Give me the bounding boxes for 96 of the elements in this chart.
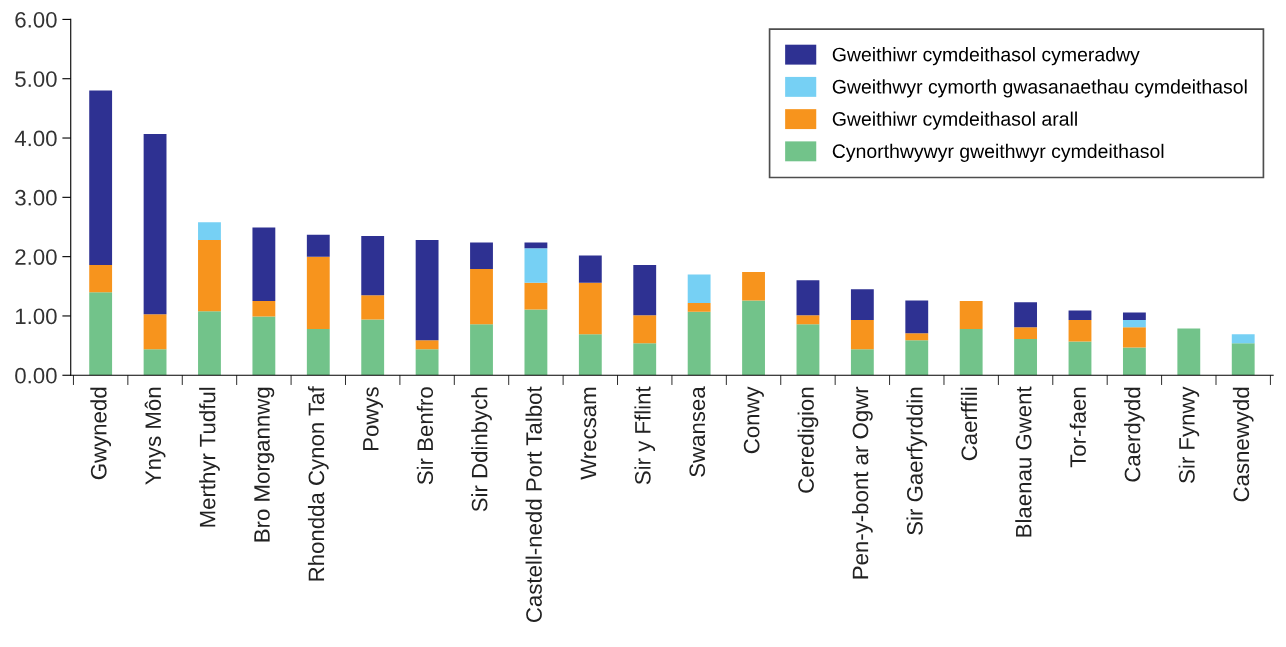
legend-label: Gweithwyr cymorth gwasanaethau cymdeithasol: [832, 79, 1247, 98]
bar: [470, 242, 493, 270]
x-tick-label: Bro Morgannwg: [254, 387, 275, 542]
bar: [796, 315, 820, 325]
bar: [306, 234, 330, 257]
bar: [905, 300, 929, 334]
bar: [1068, 310, 1092, 321]
bar: [143, 133, 167, 315]
bar: [361, 235, 385, 296]
x-tick-label: Sir Gaerfyrddin: [906, 387, 928, 535]
bar: [850, 289, 874, 321]
legend-label: Gweithiwr cymdeithasol cymeradwy: [832, 47, 1140, 66]
x-tick-label: Rhondda Cynon Taf: [307, 386, 329, 581]
bar: [1068, 341, 1092, 376]
bar: [1068, 320, 1092, 342]
bar: [742, 272, 765, 301]
x-tick-label: Caerdydd: [1124, 387, 1145, 482]
x-tick-label: Sir Ddinbych: [471, 387, 492, 512]
bar: [524, 309, 548, 376]
bar: [143, 349, 167, 376]
x-tick-label: Wrecsam: [580, 387, 597, 480]
bar: [687, 274, 711, 303]
x-tick-label: Sir y Fflint: [634, 386, 656, 485]
x-tick-label: Pen-y-bont ar Ogwr: [852, 386, 873, 579]
bar: [959, 329, 983, 376]
x-tick-label: Casnewydd: [1232, 387, 1254, 502]
y-tick-label: 4.00: [14, 130, 57, 147]
bar: [1231, 343, 1255, 376]
y-tick-label: 6.00: [15, 11, 57, 28]
bar: [1014, 302, 1038, 328]
bar: [89, 264, 113, 293]
bar: [687, 311, 711, 376]
bar: [1122, 327, 1146, 348]
y-tick-label: 5.00: [15, 71, 57, 87]
bar: [198, 240, 221, 312]
bar: [306, 329, 330, 376]
y-tick-label: 3.00: [15, 189, 57, 206]
x-tick-label: Gwynedd: [90, 387, 112, 480]
x-tick-label: Swansea: [689, 386, 706, 477]
bar: [633, 343, 657, 376]
bar: [524, 242, 548, 249]
bar: [415, 240, 439, 341]
legend-label: Gweithiwr cymdeithasol arall: [832, 111, 1077, 130]
bar: [89, 292, 113, 376]
bar: [742, 300, 765, 376]
bar: [578, 334, 602, 376]
bar: [1014, 339, 1038, 376]
bar: [578, 255, 602, 283]
bar: [470, 269, 493, 325]
y-tick-label: 0.00: [15, 367, 57, 384]
x-tick-label: Ceredigion: [797, 387, 819, 493]
bar: [89, 90, 113, 265]
bar: [578, 282, 602, 335]
bar: [905, 340, 929, 376]
bar: [633, 264, 657, 316]
y-tick-label: 1.00: [15, 308, 57, 325]
bar: [361, 295, 385, 320]
bar: [633, 315, 657, 344]
x-tick-label: Powys: [363, 387, 384, 450]
x-tick-label: Blaenau Gwent: [1015, 386, 1032, 537]
bar: [905, 333, 929, 341]
bar: [796, 324, 820, 376]
bar: [850, 349, 874, 376]
bar: [1122, 320, 1146, 328]
bar: [1122, 312, 1146, 321]
x-tick-label: Ynys Môn: [144, 387, 166, 485]
x-tick-label: Caerffili: [960, 387, 978, 461]
bar: [198, 222, 221, 241]
bar: [361, 319, 385, 376]
bar: [252, 227, 276, 302]
bar: [959, 301, 983, 329]
bar: [198, 311, 221, 376]
bar: [252, 316, 276, 376]
bar: [415, 340, 439, 350]
bar: [306, 256, 330, 329]
bar: [143, 314, 167, 350]
x-tick-label: Sir Fynwy: [1178, 386, 1200, 483]
bar: [252, 301, 276, 317]
bar: [524, 282, 548, 310]
legend-label: Cynorthwywyr gweithwyr cymdeithasol: [832, 143, 1164, 162]
bar: [524, 248, 548, 283]
bar: [796, 280, 820, 316]
bar: [1231, 334, 1255, 344]
bar: [1014, 327, 1038, 340]
x-tick-label: Merthyr Tudful: [199, 387, 220, 527]
bar: [687, 302, 711, 312]
x-tick-label: Castell-nedd Port Talbot: [525, 386, 542, 622]
x-tick-label: Tor-faen: [1069, 387, 1086, 468]
bar: [850, 320, 874, 350]
bar: [1177, 328, 1201, 376]
bar: [415, 349, 439, 376]
bar: [1122, 347, 1146, 376]
y-tick-label: 2.00: [15, 249, 57, 265]
x-tick-label: Sir Benfro: [416, 387, 434, 485]
bar: [470, 324, 493, 376]
x-tick-label: Conwy: [743, 386, 764, 454]
